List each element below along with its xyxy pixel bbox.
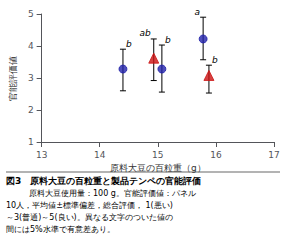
svg-text:4: 4 (28, 41, 34, 51)
svg-text:原料大豆の百粒重（g）: 原料大豆の百粒重（g） (110, 163, 206, 173)
svg-text:原料大豆使用量：100 g。官能評価値：パネル: 原料大豆使用量：100 g。官能評価値：パネル (29, 189, 196, 198)
svg-text:官能評価値: 官能評価値 (8, 56, 18, 101)
svg-text:13: 13 (36, 150, 47, 160)
svg-text:1: 1 (28, 137, 34, 147)
svg-text:b: b (165, 35, 171, 45)
svg-text:間には5%水準で有意差あり。: 間には5%水準で有意差あり。 (6, 225, 115, 234)
svg-text:図3 原料大豆の百粒重と製品テンペの官能評価: 図3 原料大豆の百粒重と製品テンペの官能評価 (6, 176, 201, 186)
svg-text:3: 3 (28, 73, 34, 83)
svg-text:16: 16 (210, 150, 222, 160)
svg-text:5: 5 (28, 9, 34, 19)
svg-text:b: b (126, 39, 132, 49)
svg-text:14: 14 (94, 150, 106, 160)
svg-text:ab: ab (140, 28, 152, 38)
svg-text:2: 2 (28, 105, 34, 115)
svg-text:17: 17 (268, 150, 279, 160)
svg-text:15: 15 (152, 150, 163, 160)
svg-text:10人，平均値±標準偏差，総合評価， 1(悪い): 10人，平均値±標準偏差，総合評価， 1(悪い) (6, 201, 173, 210)
svg-text:b: b (212, 55, 218, 65)
svg-text:a: a (195, 7, 201, 17)
svg-text:～3(普通)～5(良い)。異なる文字のついた値の: ～3(普通)～5(良い)。異なる文字のついた値の (6, 213, 173, 222)
